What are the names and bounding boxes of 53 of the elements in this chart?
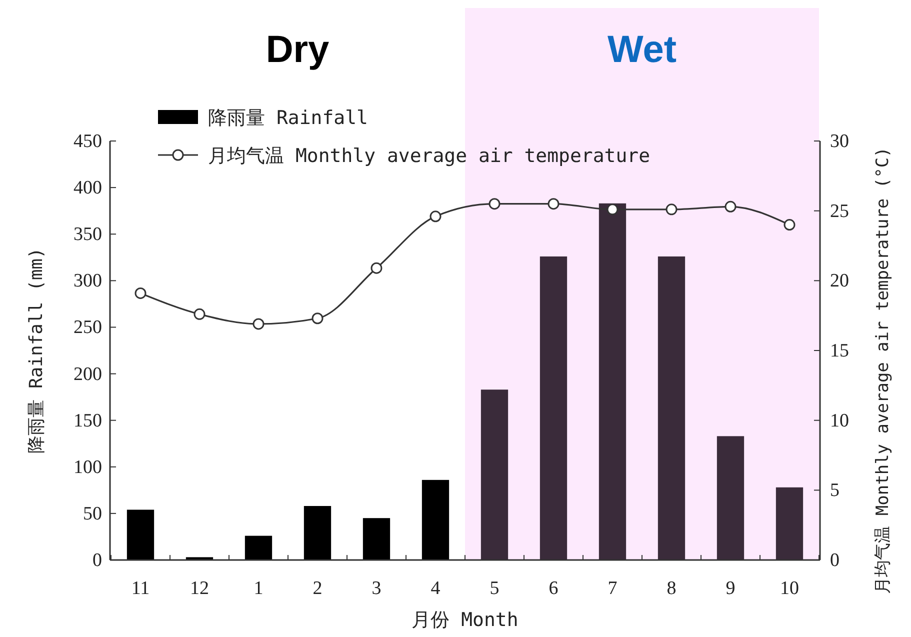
x-tick-label: 1 [254, 578, 264, 599]
x-tick-label: 2 [312, 578, 322, 599]
point [252, 318, 264, 330]
x-tick-label: 8 [666, 578, 676, 599]
y-tick-label: 50 [83, 503, 102, 524]
y2-tick-label: 30 [830, 131, 849, 152]
y-tick-label: 400 [74, 178, 102, 199]
band-label: Wet [608, 29, 677, 71]
y-tick-label: 0 [92, 550, 102, 571]
y-tick-label: 300 [74, 270, 102, 292]
y-axis-title: 降雨量 Rainfall (mm) [26, 248, 47, 454]
y-tick-label: 250 [74, 317, 102, 338]
x-tick-label: 4 [430, 578, 441, 599]
y2-tick-label: 25 [830, 200, 849, 222]
point [312, 312, 324, 324]
point [370, 262, 382, 274]
y-tick-label: 450 [74, 131, 102, 152]
point [134, 287, 146, 299]
y2-tick-label: 10 [830, 410, 849, 432]
x-tick-label: 5 [490, 578, 500, 599]
point [548, 198, 560, 210]
point [724, 200, 736, 212]
legend-label: 降雨量 Rainfall [208, 107, 368, 129]
y2-axis-title: 月均气温 Monthly average air temperature (°C) [873, 147, 893, 594]
x-axis-title: 月份 Month [412, 609, 518, 631]
x-tick-label: 10 [780, 578, 799, 599]
point [784, 219, 796, 231]
bar [304, 506, 332, 560]
bar [422, 480, 450, 560]
bar [126, 510, 154, 560]
x-tick-label: 7 [608, 578, 618, 599]
x-tick-label: 3 [372, 578, 382, 599]
x-tick-label: 12 [190, 578, 209, 599]
point [430, 210, 442, 222]
y2-tick-label: 20 [830, 270, 849, 292]
bar [362, 518, 390, 560]
y2-tick-label: 15 [830, 340, 849, 362]
legend-label: 月均气温 Monthly average air temperature [208, 145, 650, 167]
y-tick-label: 350 [74, 224, 102, 246]
text: Dry [266, 29, 330, 71]
y2-tick-label: 5 [830, 480, 840, 502]
point [606, 204, 618, 216]
y2-tick-label: 0 [830, 550, 840, 571]
x-tick-label: 6 [548, 578, 558, 599]
point [488, 198, 500, 210]
point [666, 204, 678, 216]
bar [244, 536, 272, 560]
y-tick-label: 100 [74, 456, 102, 478]
y-tick-label: 150 [74, 410, 102, 432]
x-tick-label: 9 [726, 578, 736, 599]
y-tick-label: 200 [74, 364, 102, 385]
point [194, 308, 206, 320]
x-tick-label: 11 [131, 578, 150, 599]
